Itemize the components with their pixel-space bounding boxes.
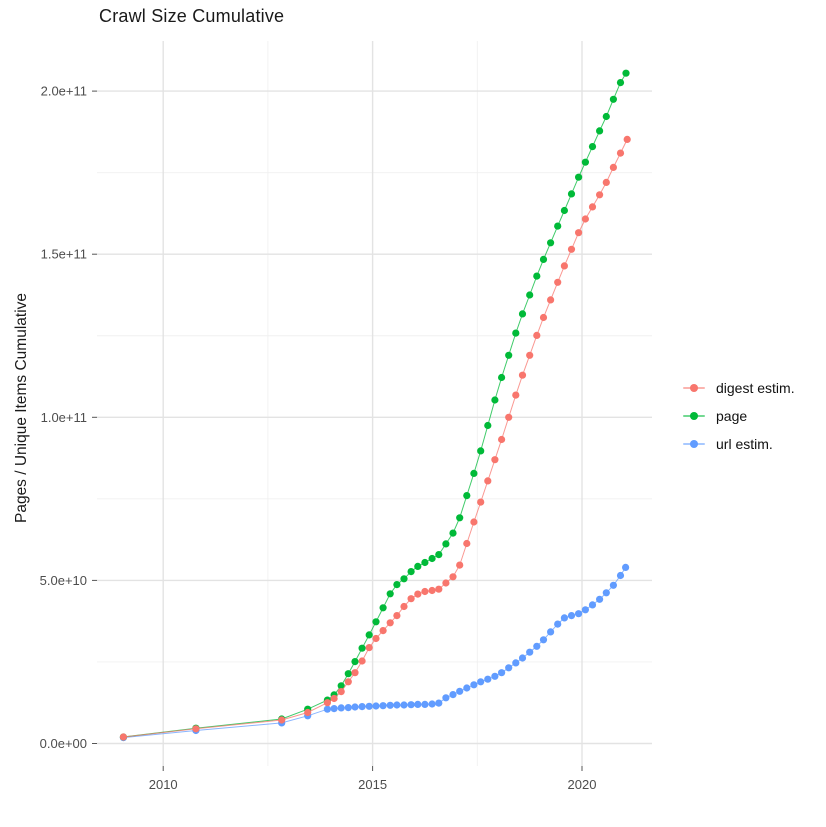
svg-text:2020: 2020 (568, 777, 597, 792)
svg-text:1.0e+11: 1.0e+11 (41, 410, 87, 425)
series-digest-estim- (119, 135, 631, 741)
legend-label: digest estim. (716, 380, 795, 396)
gridlines-major (97, 41, 652, 766)
legend-key-icon (682, 409, 706, 423)
axis-ticks (92, 90, 583, 771)
svg-text:5.0e+10: 5.0e+10 (40, 573, 87, 588)
legend-entry-digest: digest estim. (682, 377, 795, 399)
series-url-estim- (119, 563, 630, 742)
svg-text:2015: 2015 (358, 777, 387, 792)
legend-entry-page: page (682, 405, 795, 427)
svg-text:2.0e+11: 2.0e+11 (41, 84, 87, 99)
legend-label: url estim. (716, 436, 773, 452)
legend-label: page (716, 408, 748, 424)
legend: digest estim. page url estim. (682, 377, 795, 455)
y-axis-title: Pages / Unique Items Cumulative (13, 292, 30, 524)
gridlines-minor (97, 41, 652, 766)
svg-text:0.0e+00: 0.0e+00 (40, 736, 87, 751)
legend-key-icon (682, 381, 706, 395)
svg-text:1.5e+11: 1.5e+11 (41, 247, 87, 262)
chart-title: Crawl Size Cumulative (99, 6, 285, 26)
svg-text:2010: 2010 (149, 777, 178, 792)
legend-key-icon (682, 437, 706, 451)
x-axis-tick-labels: 2010 2015 2020 (149, 777, 597, 792)
y-axis-tick-labels: 0.0e+00 5.0e+10 1.0e+11 1.5e+11 2.0e+11 (40, 84, 87, 751)
legend-entry-url: url estim. (682, 433, 795, 455)
